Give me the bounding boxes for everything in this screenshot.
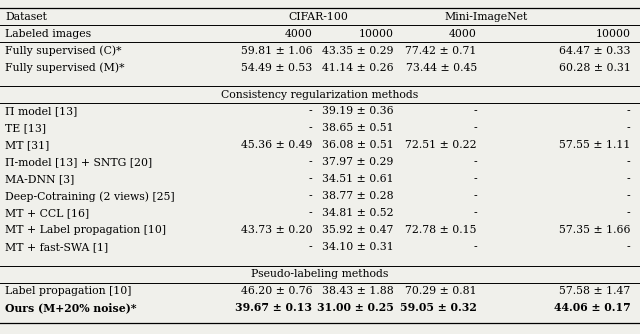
- Text: Π-model [13] + SNTG [20]: Π-model [13] + SNTG [20]: [5, 157, 152, 167]
- Text: -: -: [627, 106, 630, 116]
- Text: 57.58 ± 1.47: 57.58 ± 1.47: [559, 286, 630, 296]
- Text: -: -: [627, 208, 630, 218]
- Text: 39.67 ± 0.13: 39.67 ± 0.13: [236, 302, 312, 313]
- Text: -: -: [627, 123, 630, 133]
- Text: 46.20 ± 0.76: 46.20 ± 0.76: [241, 286, 312, 296]
- Text: -: -: [627, 242, 630, 253]
- Text: 57.55 ± 1.11: 57.55 ± 1.11: [559, 140, 630, 150]
- Text: 73.44 ± 0.45: 73.44 ± 0.45: [406, 63, 477, 72]
- Text: 60.28 ± 0.31: 60.28 ± 0.31: [559, 63, 630, 72]
- Text: Labeled images: Labeled images: [5, 29, 92, 39]
- Text: -: -: [473, 191, 477, 201]
- Text: 45.36 ± 0.49: 45.36 ± 0.49: [241, 140, 312, 150]
- Text: -: -: [473, 123, 477, 133]
- Text: Fully supervised (C)*: Fully supervised (C)*: [5, 45, 122, 56]
- Text: -: -: [308, 208, 312, 218]
- Text: Π model [13]: Π model [13]: [5, 106, 77, 116]
- Text: MT + CCL [16]: MT + CCL [16]: [5, 208, 89, 218]
- Text: 10000: 10000: [595, 29, 630, 39]
- Text: -: -: [308, 157, 312, 167]
- Text: 38.77 ± 0.28: 38.77 ± 0.28: [322, 191, 394, 201]
- Text: MT + fast-SWA [1]: MT + fast-SWA [1]: [5, 242, 108, 253]
- Text: 59.05 ± 0.32: 59.05 ± 0.32: [400, 302, 477, 313]
- Text: Mini-ImageNet: Mini-ImageNet: [445, 12, 528, 22]
- Text: 34.51 ± 0.61: 34.51 ± 0.61: [322, 174, 394, 184]
- Text: -: -: [473, 242, 477, 253]
- Text: -: -: [308, 123, 312, 133]
- Text: -: -: [473, 106, 477, 116]
- Text: 35.92 ± 0.47: 35.92 ± 0.47: [322, 225, 394, 235]
- Text: 72.78 ± 0.15: 72.78 ± 0.15: [405, 225, 477, 235]
- Text: -: -: [473, 157, 477, 167]
- Text: Deep-Cotraining (2 views) [25]: Deep-Cotraining (2 views) [25]: [5, 191, 175, 201]
- Text: -: -: [473, 174, 477, 184]
- Text: 70.29 ± 0.81: 70.29 ± 0.81: [405, 286, 477, 296]
- Text: 38.43 ± 1.88: 38.43 ± 1.88: [322, 286, 394, 296]
- Text: -: -: [308, 191, 312, 201]
- Text: 10000: 10000: [358, 29, 394, 39]
- Text: MA-DNN [3]: MA-DNN [3]: [5, 174, 74, 184]
- Text: Label propagation [10]: Label propagation [10]: [5, 286, 131, 296]
- Text: 57.35 ± 1.66: 57.35 ± 1.66: [559, 225, 630, 235]
- Text: -: -: [627, 174, 630, 184]
- Text: 38.65 ± 0.51: 38.65 ± 0.51: [322, 123, 394, 133]
- Text: -: -: [308, 174, 312, 184]
- Text: Pseudo-labeling methods: Pseudo-labeling methods: [252, 270, 388, 280]
- Text: MT + Label propagation [10]: MT + Label propagation [10]: [5, 225, 166, 235]
- Text: 34.10 ± 0.31: 34.10 ± 0.31: [322, 242, 394, 253]
- Text: CIFAR-100: CIFAR-100: [288, 12, 348, 22]
- Text: MT [31]: MT [31]: [5, 140, 49, 150]
- Text: Fully supervised (M)*: Fully supervised (M)*: [5, 62, 125, 73]
- Text: Ours (M+20% noise)*: Ours (M+20% noise)*: [5, 302, 136, 313]
- Text: 4000: 4000: [449, 29, 477, 39]
- Text: 44.06 ± 0.17: 44.06 ± 0.17: [554, 302, 630, 313]
- Text: 41.14 ± 0.26: 41.14 ± 0.26: [322, 63, 394, 72]
- Text: 4000: 4000: [284, 29, 312, 39]
- Text: -: -: [473, 208, 477, 218]
- Text: 39.19 ± 0.36: 39.19 ± 0.36: [322, 106, 394, 116]
- Text: TE [13]: TE [13]: [5, 123, 46, 133]
- Text: 54.49 ± 0.53: 54.49 ± 0.53: [241, 63, 312, 72]
- Text: 77.42 ± 0.71: 77.42 ± 0.71: [405, 46, 477, 55]
- Text: 43.73 ± 0.20: 43.73 ± 0.20: [241, 225, 312, 235]
- Text: -: -: [308, 242, 312, 253]
- Text: 34.81 ± 0.52: 34.81 ± 0.52: [322, 208, 394, 218]
- Text: Dataset: Dataset: [5, 12, 47, 22]
- Text: 36.08 ± 0.51: 36.08 ± 0.51: [322, 140, 394, 150]
- Text: 72.51 ± 0.22: 72.51 ± 0.22: [405, 140, 477, 150]
- Text: -: -: [627, 157, 630, 167]
- Text: 59.81 ± 1.06: 59.81 ± 1.06: [241, 46, 312, 55]
- Text: -: -: [627, 191, 630, 201]
- Text: 31.00 ± 0.25: 31.00 ± 0.25: [317, 302, 394, 313]
- Text: 64.47 ± 0.33: 64.47 ± 0.33: [559, 46, 630, 55]
- Text: 43.35 ± 0.29: 43.35 ± 0.29: [322, 46, 394, 55]
- Text: 37.97 ± 0.29: 37.97 ± 0.29: [322, 157, 394, 167]
- Text: -: -: [308, 106, 312, 116]
- Text: Consistency regularization methods: Consistency regularization methods: [221, 90, 419, 100]
